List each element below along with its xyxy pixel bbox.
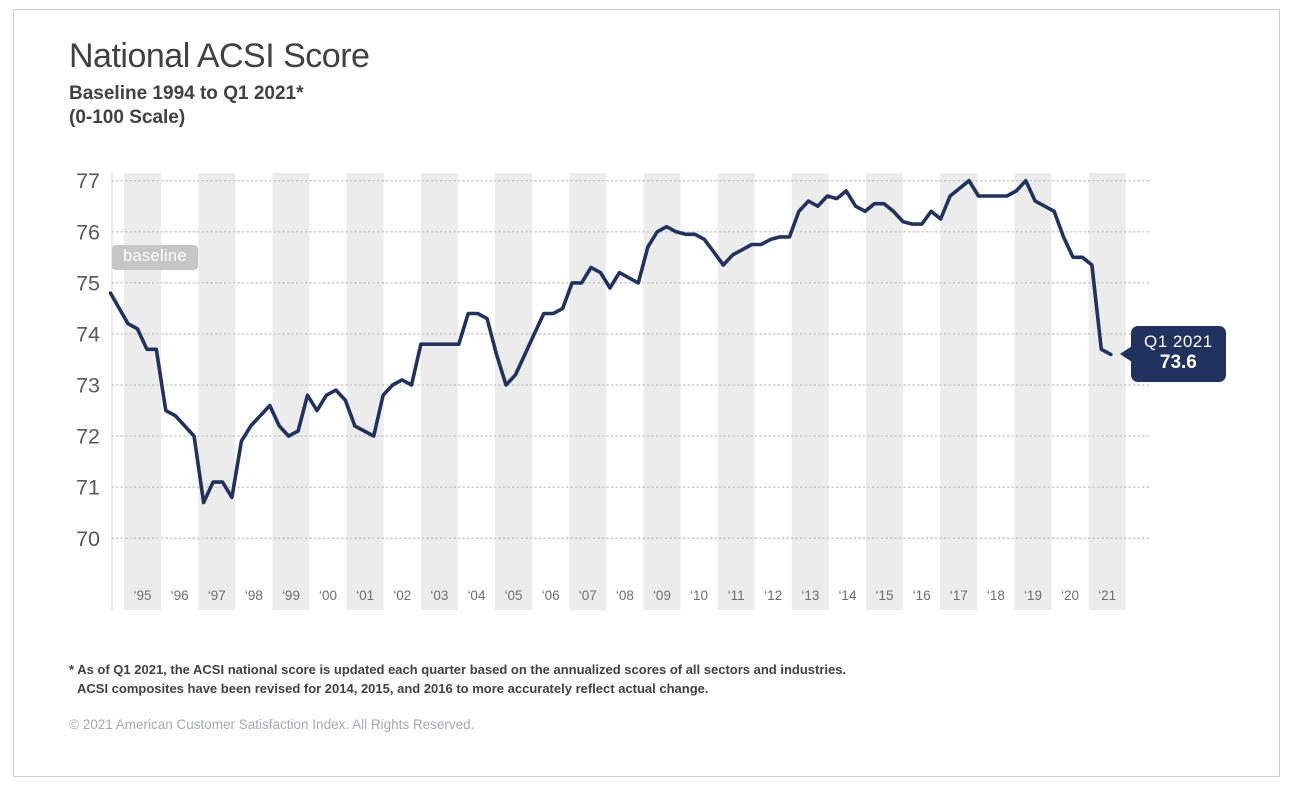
year-shade-band — [866, 173, 904, 610]
x-axis-tick-label: ‘14 — [838, 588, 857, 603]
title-block: National ACSI Score Baseline 1994 to Q1 … — [69, 37, 370, 129]
x-axis-tick-label: ‘16 — [913, 588, 931, 603]
page-title: National ACSI Score — [69, 37, 370, 75]
year-shade-band — [124, 173, 162, 610]
year-shade-band — [940, 173, 978, 610]
x-axis-tick-label: ‘95 — [134, 588, 152, 603]
footnote-line-1: * As of Q1 2021, the ACSI national score… — [69, 662, 847, 677]
y-axis-tick-label: 77 — [76, 169, 100, 193]
x-axis-tick-label: ‘15 — [876, 588, 894, 603]
y-axis-tick-label: 71 — [76, 476, 100, 500]
year-shade-band — [198, 173, 236, 610]
x-axis-tick-label: ‘10 — [690, 588, 708, 603]
q1-2021-callout: Q1 2021 73.6 — [1120, 326, 1226, 383]
year-shade-band — [643, 173, 681, 610]
footnote: * As of Q1 2021, the ACSI national score… — [69, 661, 846, 699]
x-axis-tick-label: ‘04 — [467, 588, 486, 603]
year-shade-band — [791, 173, 829, 610]
year-shade-band — [272, 173, 310, 610]
y-axis-tick-label: 70 — [76, 527, 100, 551]
y-axis-tick-label: 74 — [76, 322, 100, 346]
x-axis-tick-label: ‘17 — [950, 588, 968, 603]
footnote-line-2: ACSI composites have been revised for 20… — [77, 680, 709, 696]
x-axis-tick-label: ‘99 — [282, 588, 300, 603]
y-axis-tick-label: 72 — [76, 425, 100, 449]
baseline-badge: baseline — [112, 245, 198, 270]
year-shade-band — [495, 173, 533, 610]
x-axis-tick-label: ‘13 — [801, 588, 819, 603]
x-axis-tick-label: ‘03 — [430, 588, 448, 603]
x-axis-tick-label: ‘09 — [653, 588, 671, 603]
chart-subtitle-range: Baseline 1994 to Q1 2021* — [69, 83, 304, 105]
x-axis-tick-label: ‘96 — [171, 588, 189, 603]
x-axis-tick-label: ‘12 — [764, 588, 782, 603]
y-axis-tick-label: 75 — [76, 271, 100, 295]
x-axis-tick-label: ‘98 — [245, 588, 263, 603]
x-axis-tick-label: ‘08 — [616, 588, 634, 603]
year-shade-band — [569, 173, 607, 610]
acsi-score-line — [108, 178, 1113, 505]
year-shade-band — [1088, 173, 1126, 610]
x-axis-tick-label: ‘00 — [319, 588, 337, 603]
y-axis-tick-label: 76 — [76, 220, 100, 244]
year-shade-band — [420, 173, 458, 610]
x-axis-tick-label: ‘02 — [393, 588, 411, 603]
chart-subtitle-scale: (0-100 Scale) — [69, 106, 186, 128]
x-axis-tick-label: ‘18 — [987, 588, 1005, 603]
callout-period-label: Q1 2021 — [1144, 332, 1213, 351]
x-axis-tick-label: ‘06 — [542, 588, 560, 603]
x-axis-tick-label: ‘97 — [208, 588, 226, 603]
copyright-notice: © 2021 American Customer Satisfaction In… — [69, 717, 475, 732]
year-shade-band — [1014, 173, 1052, 610]
x-axis-tick-label: ‘20 — [1061, 588, 1079, 603]
x-axis-tick-label: ‘11 — [728, 588, 745, 603]
callout-score-value: 73.6 — [1159, 352, 1197, 374]
x-axis-tick-label: ‘21 — [1098, 588, 1116, 603]
x-axis-tick-label: ‘19 — [1024, 588, 1042, 603]
year-shade-band — [717, 173, 755, 610]
year-shade-band — [346, 173, 384, 610]
x-axis-tick-label: ‘05 — [505, 588, 523, 603]
y-axis-tick-label: 73 — [76, 374, 100, 398]
x-axis-tick-label: ‘01 — [356, 588, 374, 603]
x-axis-tick-label: ‘07 — [579, 588, 597, 603]
